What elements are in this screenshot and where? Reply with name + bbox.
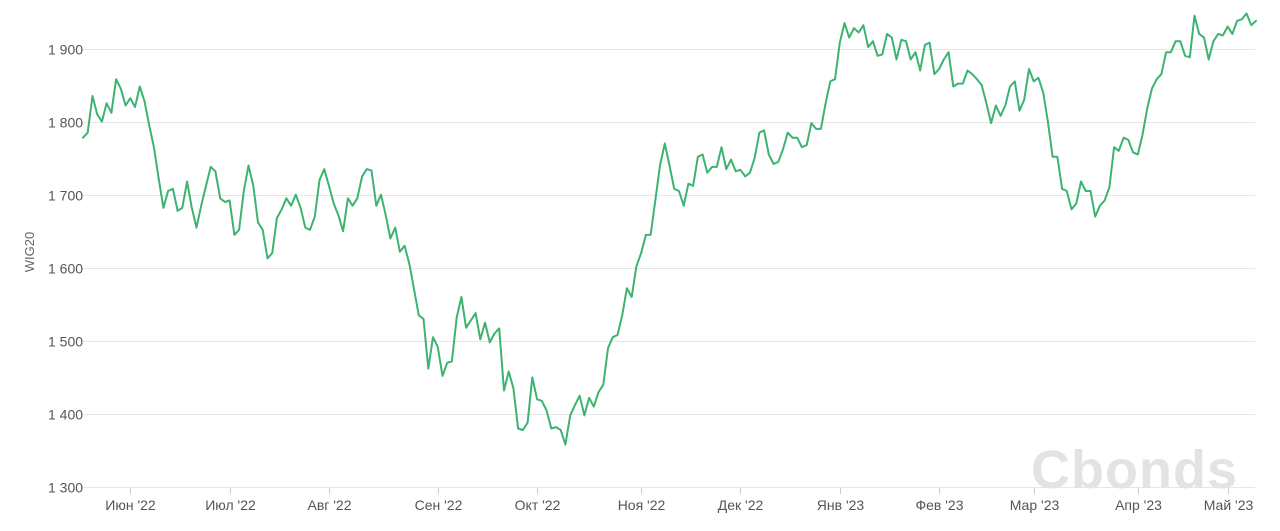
x-tick-label: Ноя '22 [618, 497, 666, 513]
x-tick-label: Мар '23 [1010, 497, 1060, 513]
y-tick-label: 1 400 [48, 407, 83, 423]
x-axis-ticks: Июн '22 Июл '22 Авг '22 Сен '22 Окт '22 Ноя '… [105, 488, 1253, 513]
watermark-logo: Cbonds [1031, 440, 1238, 500]
x-tick-label: Авг '22 [307, 497, 351, 513]
x-tick-label: Фев '23 [915, 497, 963, 513]
y-axis-ticks: 1 300 1 400 1 500 1 600 1 700 1 800 1 900 [48, 42, 83, 496]
x-tick-label: Апр '23 [1115, 497, 1162, 513]
gridlines [82, 49, 1255, 488]
x-tick-label: Май '23 [1204, 497, 1254, 513]
x-tick-label: Июл '22 [205, 497, 256, 513]
x-tick-label: Янв '23 [817, 497, 865, 513]
y-axis-title: WIG20 [22, 232, 37, 272]
series-layer [82, 12, 1257, 446]
x-tick-label: Дек '22 [718, 497, 764, 513]
y-tick-label: 1 700 [48, 188, 83, 204]
y-tick-label: 1 900 [48, 42, 83, 58]
series-line [82, 12, 1257, 446]
y-tick-label: 1 300 [48, 480, 83, 496]
y-tick-label: 1 500 [48, 334, 83, 350]
x-tick-label: Сен '22 [415, 497, 463, 513]
y-tick-label: 1 600 [48, 261, 83, 277]
y-tick-label: 1 800 [48, 115, 83, 131]
x-tick-label: Июн '22 [105, 497, 156, 513]
x-tick-label: Окт '22 [515, 497, 561, 513]
